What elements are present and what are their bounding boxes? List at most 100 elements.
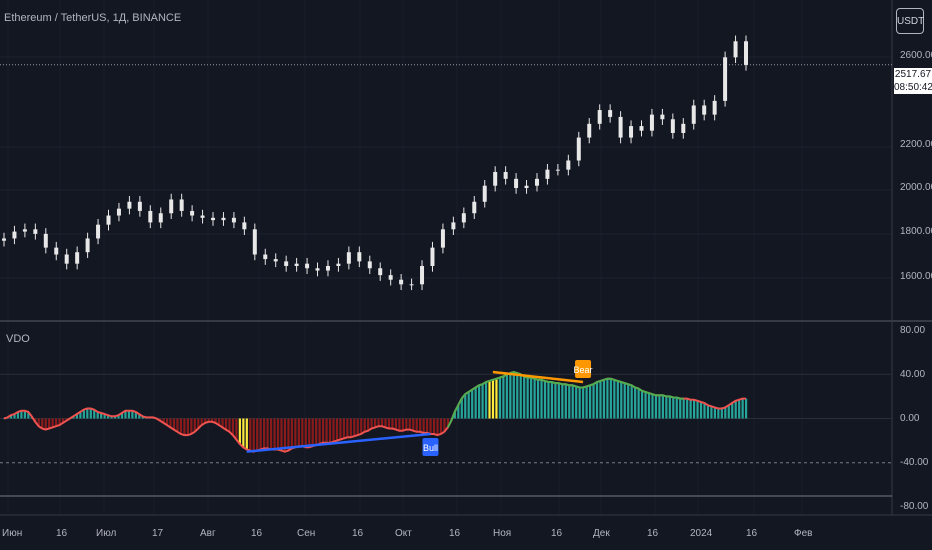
- indicator-histogram-bar: [231, 418, 235, 436]
- indicator-histogram-bar: [346, 418, 349, 438]
- indicator-histogram-bar: [297, 418, 300, 447]
- indicator-histogram-bar: [533, 378, 536, 419]
- indicator-histogram-bar: [710, 406, 713, 419]
- time-axis-tick: 16: [647, 528, 659, 539]
- candle-body: [723, 57, 728, 101]
- indicator-histogram-bar: [311, 418, 314, 447]
- indicator-histogram-bar: [588, 385, 592, 419]
- indicator-histogram-bar: [568, 385, 571, 419]
- indicator-histogram-bar: [595, 381, 599, 419]
- indicator-histogram-bar: [9, 415, 13, 419]
- indicator-histogram-bar: [269, 418, 273, 450]
- indicator-histogram-bar: [332, 418, 335, 442]
- indicator-histogram-bar: [318, 418, 321, 444]
- time-axis-tick: Окт: [395, 528, 412, 539]
- indicator-histogram-bar: [363, 418, 366, 432]
- indicator-histogram-bar: [519, 374, 522, 419]
- time-axis-tick: Дек: [593, 528, 610, 539]
- indicator-histogram-bar: [706, 405, 710, 419]
- candle-body: [64, 254, 69, 264]
- time-axis-tick: Авг: [200, 528, 216, 539]
- indicator-histogram-bar: [204, 418, 207, 423]
- indicator-histogram-bar: [651, 394, 654, 419]
- indicator-histogram-bar: [356, 418, 359, 436]
- indicator-histogram-bar: [308, 418, 311, 448]
- indicator-histogram-bar: [717, 408, 720, 419]
- indicator-histogram-bar: [734, 400, 737, 419]
- indicator-histogram-bar: [550, 381, 554, 419]
- indicator-histogram-bar: [315, 418, 318, 446]
- indicator-histogram-bar: [661, 395, 664, 419]
- indicator-histogram-bar: [89, 408, 92, 419]
- indicator-histogram-bar: [374, 418, 377, 428]
- candle-body: [670, 119, 675, 133]
- indicator-histogram-bar: [124, 410, 127, 419]
- indicator-histogram-bar: [713, 407, 716, 419]
- indicator-histogram-bar: [290, 418, 293, 449]
- candle-body: [618, 116, 623, 138]
- indicator-histogram-bar: [103, 414, 106, 419]
- indicator-histogram-bar: [266, 418, 269, 449]
- indicator-histogram-bar: [429, 418, 432, 434]
- candle-body: [691, 105, 696, 124]
- indicator-histogram-bar: [401, 418, 404, 431]
- indicator-histogram-bar: [561, 384, 564, 419]
- indicator-histogram-bar: [113, 416, 117, 419]
- candle-body: [451, 222, 456, 230]
- currency-button[interactable]: USDT: [896, 8, 924, 34]
- indicator-histogram-bar: [176, 418, 179, 432]
- indicator-histogram-bar: [242, 418, 245, 448]
- indicator-histogram-bar: [75, 414, 79, 419]
- indicator-histogram-bar: [523, 376, 526, 419]
- candle-body: [649, 114, 654, 131]
- candle-body: [367, 261, 372, 269]
- symbol-title[interactable]: Ethereum / TetherUS, 1Д, BINANCE: [4, 12, 182, 24]
- candle-body: [12, 231, 17, 239]
- candle-body: [378, 268, 383, 276]
- indicator-histogram-bar: [432, 418, 436, 434]
- indicator-histogram-bar: [689, 399, 692, 419]
- price-axis-tick: 2000.00: [900, 182, 932, 193]
- indicator-histogram-bar: [127, 410, 131, 419]
- indicator-histogram-bar: [585, 386, 588, 419]
- indicator-histogram-bar: [564, 384, 567, 419]
- candle-body: [597, 110, 602, 124]
- indicator-histogram-bar: [578, 387, 581, 419]
- time-axis-tick: 16: [56, 528, 68, 539]
- indicator-histogram-bar: [419, 418, 422, 432]
- indicator-histogram-bar: [86, 408, 89, 419]
- indicator-histogram-bar: [491, 379, 495, 419]
- indicator-histogram-bar: [582, 387, 585, 419]
- indicator-histogram-bar: [536, 379, 540, 419]
- indicator-histogram-bar: [575, 386, 578, 419]
- indicator-histogram-bar: [321, 418, 325, 443]
- indicator-histogram-bar: [249, 418, 252, 451]
- indicator-histogram-bar: [526, 377, 529, 419]
- candle-body: [744, 41, 748, 65]
- indicator-histogram-bar: [259, 418, 262, 450]
- candle-body: [85, 238, 90, 253]
- indicator-histogram-bar: [217, 418, 221, 426]
- candle-body: [33, 229, 38, 234]
- indicator-histogram-bar: [394, 418, 398, 430]
- indicator-histogram-bar: [335, 418, 339, 441]
- indicator-histogram-bar: [474, 387, 477, 419]
- bear-label: Bear: [574, 365, 593, 375]
- indicator-histogram-bar: [498, 377, 502, 419]
- indicator-histogram-bar: [699, 401, 703, 419]
- indicator-histogram-bar: [720, 408, 723, 419]
- price-axis-tick: 1600.00: [900, 271, 932, 282]
- candle-body: [576, 137, 581, 161]
- candle-body: [482, 185, 487, 202]
- bull-label-box: [422, 437, 439, 456]
- price-axis-tick: 1800.00: [900, 226, 932, 237]
- indicator-name[interactable]: VDO: [6, 333, 30, 345]
- candle-body: [325, 265, 330, 271]
- candle-body: [158, 213, 163, 223]
- indicator-axis-tick: -80.00: [900, 501, 929, 512]
- indicator-histogram-bar: [360, 418, 363, 434]
- indicator-histogram-bar: [235, 418, 238, 440]
- indicator-histogram-bar: [61, 418, 65, 423]
- candle-body: [273, 259, 278, 262]
